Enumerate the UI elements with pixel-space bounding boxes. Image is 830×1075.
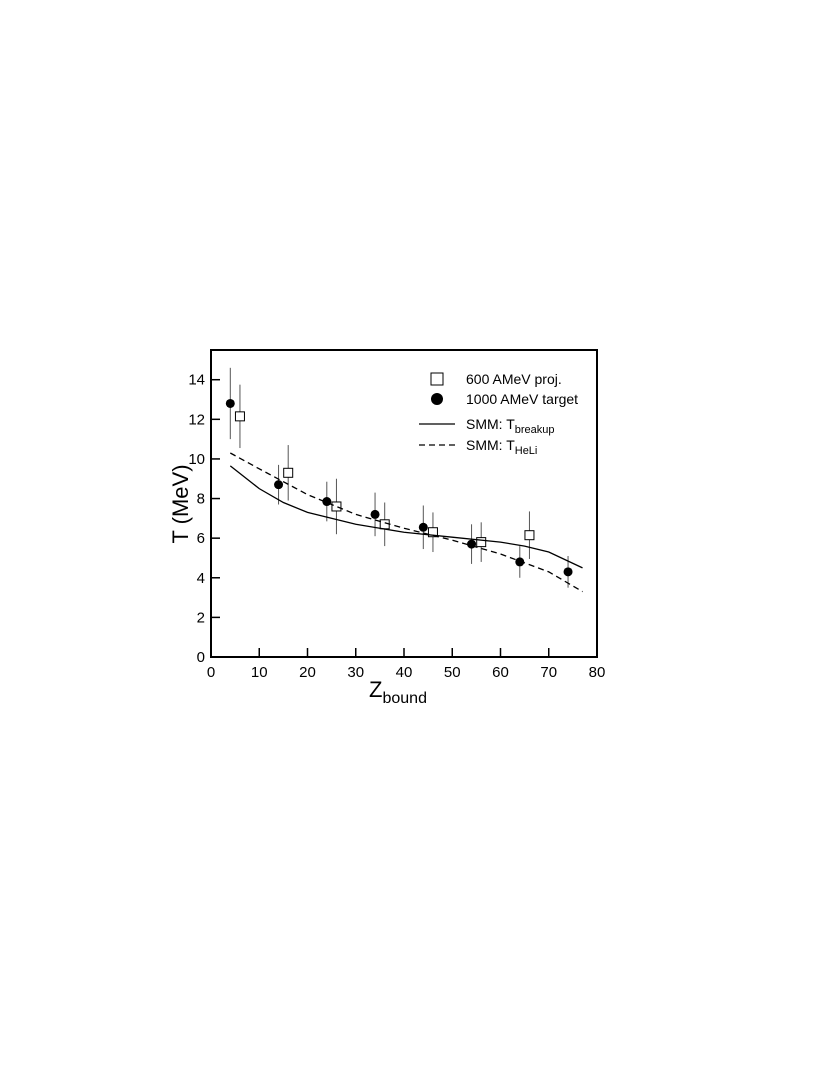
y-tick-label: 2: [197, 609, 205, 626]
legend-label: SMM: THeLi: [466, 437, 537, 457]
data-point: [331, 501, 342, 512]
data-point: [234, 411, 245, 422]
data-point: [418, 522, 428, 532]
y-tick-label: 8: [197, 491, 205, 508]
x-tick-label: 30: [347, 664, 364, 681]
y-tick-label: 0: [197, 649, 205, 666]
legend-name-sub: HeLi: [515, 445, 538, 457]
legend-label: 600 AMeV proj.: [466, 371, 562, 387]
y-axis-label: T (MeV): [168, 464, 193, 543]
x-label-main: Z: [369, 677, 382, 702]
y-tick-label: 14: [188, 372, 205, 389]
model-line: [229, 452, 583, 593]
legend-label: 1000 AMeV target: [466, 391, 578, 407]
data-point: [563, 567, 573, 577]
x-tick-label: 80: [589, 664, 606, 681]
y-tick-label: 12: [188, 411, 205, 428]
data-point: [476, 537, 487, 548]
y-tick-label: 10: [188, 451, 205, 468]
data-point: [524, 530, 535, 541]
legend-marker: [430, 372, 444, 386]
y-tick-label: 6: [197, 530, 205, 547]
data-point: [379, 519, 390, 530]
x-label-sub: bound: [382, 690, 427, 707]
legend-name-sub: breakup: [515, 424, 555, 436]
legend-name: SMM: T: [466, 416, 515, 432]
y-tick-label: 4: [197, 570, 205, 587]
x-tick-label: 40: [396, 664, 413, 681]
x-tick-label: 0: [207, 664, 215, 681]
data-point: [274, 480, 284, 490]
data-point: [515, 557, 525, 567]
legend-name: 1000 AMeV target: [466, 391, 578, 407]
data-point: [370, 509, 380, 519]
legend-label: SMM: Tbreakup: [466, 416, 555, 436]
legend-name: 600 AMeV proj.: [466, 371, 562, 387]
model-line: [229, 465, 583, 569]
data-point: [225, 398, 235, 408]
data-point: [427, 527, 438, 538]
legend-marker: [431, 393, 443, 405]
data-point: [283, 467, 294, 478]
x-tick-label: 70: [540, 664, 557, 681]
x-tick-label: 10: [251, 664, 268, 681]
x-tick-label: 20: [299, 664, 316, 681]
x-axis-label: Zbound: [369, 677, 427, 707]
x-tick-label: 60: [492, 664, 509, 681]
legend-name: SMM: T: [466, 437, 515, 453]
x-tick-label: 50: [444, 664, 461, 681]
